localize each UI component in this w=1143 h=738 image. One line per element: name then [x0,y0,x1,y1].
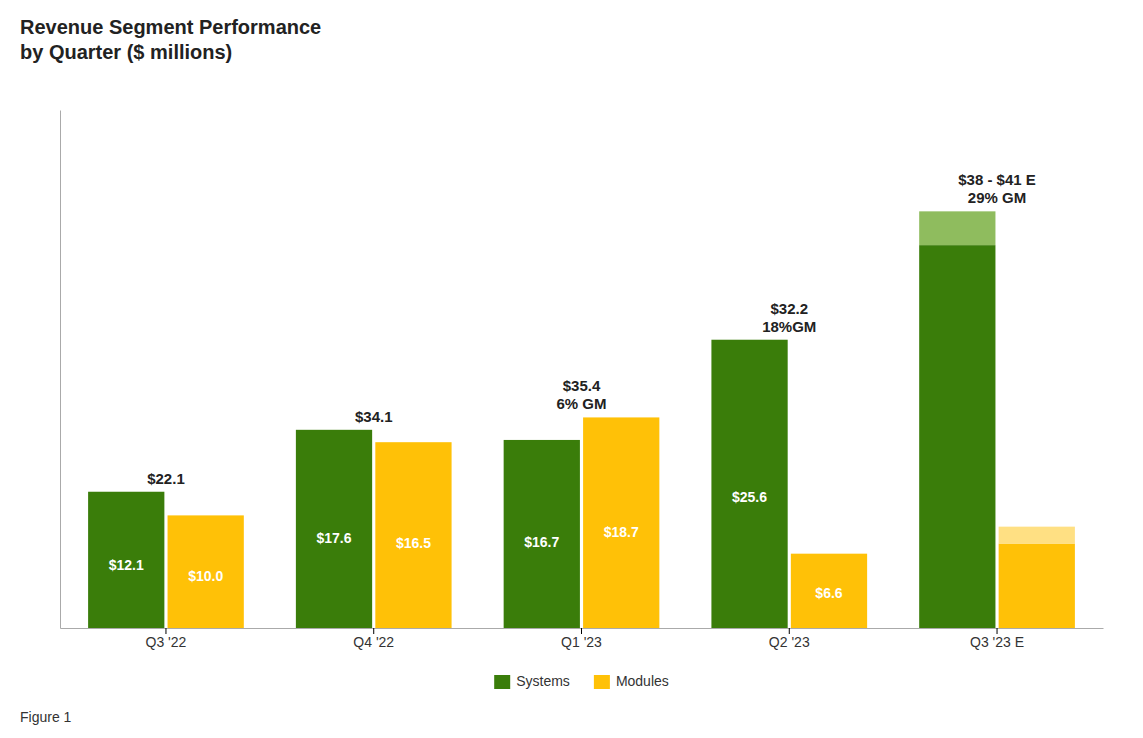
bar [583,417,659,628]
data-label: $25.6 [732,489,767,505]
bar-range [919,211,995,245]
annotation: $22.1 [147,470,185,487]
x-tick: Q3 '23 E [970,628,1024,650]
annotation: $35.46% GM [556,377,606,412]
caption: Figure 1 [20,709,72,725]
data-label: $17.6 [316,530,351,546]
x-tick-label: Q1 '23 [561,634,602,650]
x-axis: Q3 '22 Q4 '22 Q1 '23 Q2 '23 Q3 '23 E [61,628,1104,650]
bar [791,554,867,628]
bar [168,515,244,628]
data-labels: $12.1 $17.6 $16.7 $25.6 $10.0 $16.5 $18.7 $6.6 [109,489,843,601]
bar [375,442,451,628]
data-label: $12.1 [109,557,144,573]
x-tick: Q4 '22 [353,628,394,650]
bar [504,440,580,628]
legend-swatch [594,675,610,689]
title: Revenue Segment Performanceby Quarter ($… [20,16,321,63]
data-label: $6.6 [815,585,842,601]
annotation: $34.1 [355,408,393,425]
legend: Systems Modules [494,673,669,689]
legend-label: Modules [616,673,669,689]
y-axis-line [60,111,61,629]
bar-range [375,442,451,443]
bar-range [504,439,580,440]
legend-item: Modules [594,673,669,689]
legend-item: Systems [494,673,570,689]
x-tick: Q3 '22 [146,628,187,650]
x-tick-label: Q4 '22 [353,634,394,650]
plot: Q3 '22 Q4 '22 Q1 '23 Q2 '23 Q3 '23 E $12.1 $17… [61,111,1104,650]
bar [711,340,787,628]
bar-range [999,527,1075,544]
data-label: $18.7 [604,524,639,540]
bar-range [88,491,164,492]
x-tick-label: Q3 '23 E [970,634,1024,650]
chart: Q3 '22 Q4 '22 Q1 '23 Q2 '23 Q3 '23 E $12.1 $17… [0,0,1143,738]
bar-range [296,429,372,430]
legend-swatch [494,675,510,689]
bar [999,544,1075,628]
series [88,211,995,628]
annotation: $38 - $41 E29% GM [958,171,1036,206]
bar-range [791,553,867,554]
data-label: $10.0 [188,568,223,584]
x-tick: Q2 '23 [769,628,810,650]
bar-range [711,339,787,340]
bar-range [168,515,244,516]
data-label: $16.7 [524,534,559,550]
legend-label: Systems [516,673,570,689]
x-tick-label: Q3 '22 [146,634,187,650]
series [168,417,1075,628]
bar [919,245,995,628]
bar [296,430,372,628]
bars [88,211,1075,628]
annotations: $22.1 $34.1 $35.46% GM $32.218%GM $38 - $41 … [147,171,1036,486]
y-axis [60,111,61,629]
annotation: $32.218%GM [762,300,816,335]
x-tick: Q1 '23 [561,628,602,650]
x-tick-label: Q2 '23 [769,634,810,650]
data-label: $16.5 [396,535,431,551]
bar [88,492,164,628]
bar-range [583,417,659,418]
